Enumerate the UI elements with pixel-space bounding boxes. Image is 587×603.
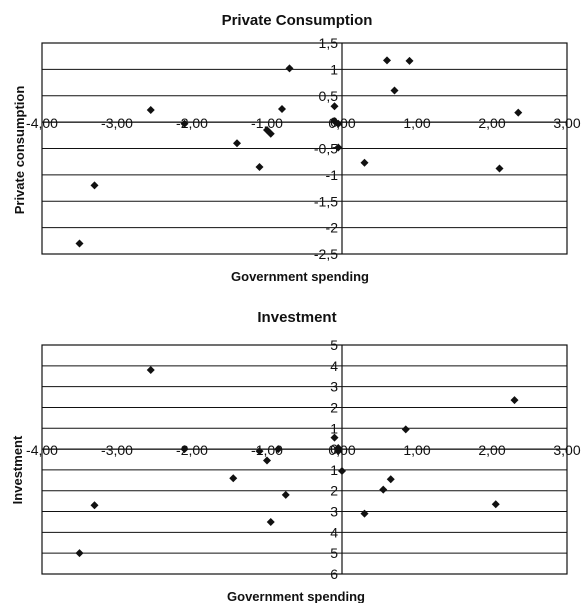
data-point bbox=[255, 447, 264, 456]
data-point bbox=[233, 139, 241, 148]
data-point bbox=[285, 64, 294, 73]
data-point bbox=[360, 158, 369, 167]
data-point bbox=[334, 119, 343, 128]
y-tick-label: 0,5 bbox=[319, 88, 339, 104]
data-point bbox=[510, 396, 519, 405]
data-point bbox=[90, 181, 99, 190]
x-tick-label: 1,00 bbox=[403, 442, 430, 458]
x-tick-label: -4,00 bbox=[26, 115, 58, 131]
data-point bbox=[75, 239, 84, 248]
y-tick-label: 1,5 bbox=[319, 35, 339, 51]
x-tick-label: 1,00 bbox=[403, 115, 430, 131]
data-point bbox=[330, 102, 339, 111]
x-tick-label: 2,00 bbox=[478, 442, 505, 458]
data-point bbox=[338, 466, 346, 475]
x-tick-label: 0,00 bbox=[328, 115, 355, 131]
data-point bbox=[495, 164, 504, 173]
y-tick-label: 4 bbox=[330, 358, 338, 374]
x-tick-label: -4,00 bbox=[26, 442, 58, 458]
data-point bbox=[266, 517, 275, 526]
chart-title: Investment bbox=[257, 309, 336, 326]
data-point bbox=[281, 490, 290, 499]
y-tick-label: -2,5 bbox=[314, 246, 338, 262]
y-tick-label: 5 bbox=[330, 545, 338, 561]
y-tick-label: -2 bbox=[326, 220, 339, 236]
y-tick-label: 0 bbox=[330, 441, 338, 457]
y-tick-label: 1 bbox=[330, 61, 338, 77]
data-point bbox=[390, 86, 399, 95]
data-point bbox=[386, 475, 395, 484]
data-point bbox=[330, 433, 339, 442]
investment-chart: Investment Investment Government spendin… bbox=[10, 309, 581, 603]
data-point bbox=[379, 485, 388, 494]
x-tick-label: 2,00 bbox=[478, 115, 505, 131]
x-tick-label: -3,00 bbox=[101, 442, 133, 458]
data-point bbox=[491, 500, 500, 509]
x-tick-label: -3,00 bbox=[101, 115, 133, 131]
data-point bbox=[383, 56, 391, 65]
data-point bbox=[274, 445, 283, 454]
data-point bbox=[146, 365, 155, 374]
y-tick-label: 3 bbox=[330, 504, 338, 520]
y-tick-label: 3 bbox=[330, 379, 338, 395]
plot-frame bbox=[41, 42, 568, 255]
data-point bbox=[360, 509, 369, 518]
y-tick-label: 2 bbox=[330, 399, 338, 415]
data-point bbox=[266, 129, 275, 138]
y-axis-label: Investment bbox=[10, 435, 25, 504]
data-point bbox=[401, 425, 410, 434]
data-point bbox=[90, 501, 99, 510]
chart-title: Private Consumption bbox=[222, 12, 373, 29]
x-tick-label: -2,00 bbox=[176, 115, 208, 131]
y-tick-label: -1,5 bbox=[314, 193, 338, 209]
x-axis-label: Government spending bbox=[231, 269, 369, 284]
data-point bbox=[278, 104, 286, 113]
data-point bbox=[405, 56, 414, 65]
data-point bbox=[514, 108, 523, 117]
y-tick-label: -1 bbox=[326, 167, 339, 183]
data-point bbox=[255, 162, 264, 171]
y-tick-label: 1 bbox=[330, 420, 338, 436]
plot-area: 1,510,50-0,5-1-1,5-2-2,5-4,00-3,00-2,00-… bbox=[26, 35, 581, 262]
y-tick-label: 1 bbox=[330, 462, 338, 478]
x-tick-label: 0,00 bbox=[328, 442, 355, 458]
x-tick-label: 3,00 bbox=[553, 442, 580, 458]
y-tick-label: 2 bbox=[330, 483, 338, 499]
data-point bbox=[229, 474, 238, 483]
data-point bbox=[263, 456, 271, 465]
data-point bbox=[146, 105, 155, 114]
private-consumption-chart: Private Consumption Private consumption … bbox=[12, 12, 581, 284]
y-tick-label: 5 bbox=[330, 337, 338, 353]
data-point bbox=[180, 119, 189, 128]
x-axis-label: Government spending bbox=[227, 589, 365, 603]
data-point bbox=[180, 445, 189, 454]
plot-frame bbox=[41, 344, 568, 575]
y-axis-label: Private consumption bbox=[12, 86, 27, 215]
data-point bbox=[75, 549, 84, 558]
y-tick-label: -0,5 bbox=[314, 141, 338, 157]
y-tick-label: 4 bbox=[330, 524, 338, 540]
x-tick-label: -2,00 bbox=[176, 442, 208, 458]
x-tick-label: 3,00 bbox=[553, 115, 580, 131]
x-tick-label: -1,00 bbox=[251, 115, 283, 131]
data-point bbox=[334, 447, 343, 456]
y-tick-label: 6 bbox=[330, 566, 338, 582]
data-point bbox=[334, 143, 343, 152]
